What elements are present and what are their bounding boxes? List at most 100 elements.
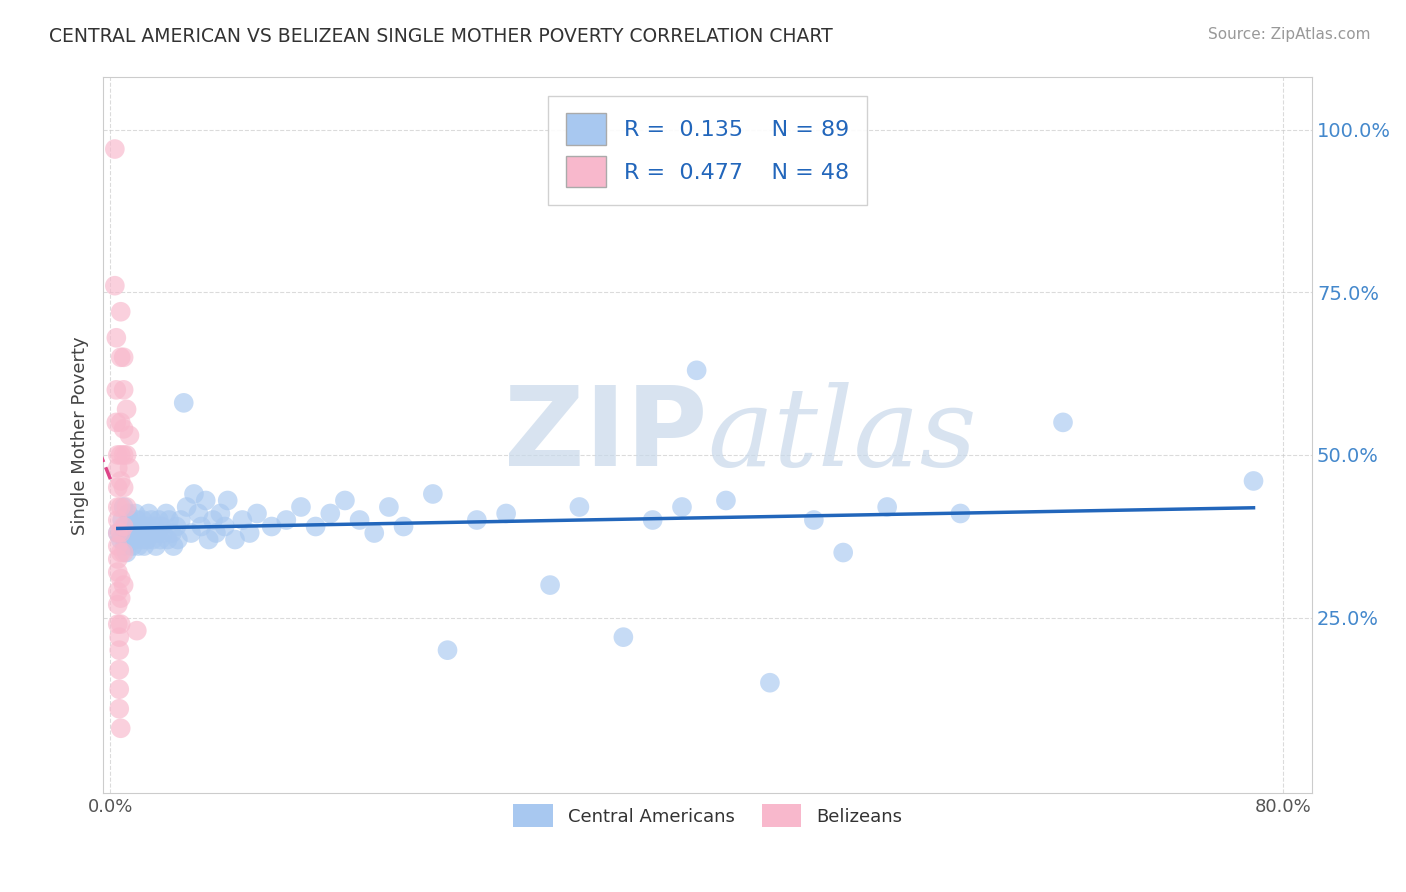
Point <box>110 448 132 462</box>
Point <box>118 461 141 475</box>
Point <box>118 513 141 527</box>
Point <box>112 519 135 533</box>
Point <box>107 598 129 612</box>
Point <box>107 500 129 514</box>
Point <box>104 142 127 156</box>
Text: CENTRAL AMERICAN VS BELIZEAN SINGLE MOTHER POVERTY CORRELATION CHART: CENTRAL AMERICAN VS BELIZEAN SINGLE MOTH… <box>49 27 832 45</box>
Point <box>149 533 172 547</box>
Point <box>671 500 693 514</box>
Point <box>146 526 169 541</box>
Point <box>173 396 195 410</box>
Point <box>110 304 132 318</box>
Point <box>304 519 326 533</box>
Point <box>124 507 146 521</box>
Point <box>105 416 128 430</box>
Point <box>165 519 187 533</box>
Point <box>759 675 782 690</box>
Point <box>108 630 131 644</box>
Point <box>110 572 132 586</box>
Point <box>107 480 129 494</box>
Point <box>115 545 138 559</box>
Point <box>114 539 136 553</box>
Point <box>115 448 138 462</box>
Point <box>152 526 174 541</box>
Point <box>145 539 167 553</box>
Point <box>110 500 132 514</box>
Point <box>167 533 190 547</box>
Point <box>110 526 132 541</box>
Point <box>392 519 415 533</box>
Point <box>118 428 141 442</box>
Point <box>202 513 225 527</box>
Point <box>246 507 269 521</box>
Point <box>349 513 371 527</box>
Point <box>110 474 132 488</box>
Point <box>832 545 855 559</box>
Point <box>1052 416 1074 430</box>
Point <box>180 526 202 541</box>
Point <box>190 519 212 533</box>
Point <box>276 513 298 527</box>
Point <box>422 487 444 501</box>
Point <box>197 533 219 547</box>
Point <box>107 617 129 632</box>
Point <box>217 493 239 508</box>
Point <box>363 526 385 541</box>
Point <box>107 584 129 599</box>
Point <box>110 533 132 547</box>
Point <box>110 591 132 606</box>
Point <box>1243 474 1265 488</box>
Point <box>162 539 184 553</box>
Point <box>156 533 179 547</box>
Point <box>194 493 217 508</box>
Point <box>115 402 138 417</box>
Point <box>108 663 131 677</box>
Point <box>107 552 129 566</box>
Point <box>803 513 825 527</box>
Point <box>114 519 136 533</box>
Point <box>108 702 131 716</box>
Point <box>129 519 152 533</box>
Point <box>155 507 177 521</box>
Point <box>333 493 356 508</box>
Point <box>120 533 142 547</box>
Point <box>224 533 246 547</box>
Point <box>949 507 972 521</box>
Point <box>112 448 135 462</box>
Point <box>231 513 253 527</box>
Point <box>205 526 228 541</box>
Point <box>112 351 135 365</box>
Point <box>319 507 342 521</box>
Point <box>183 487 205 501</box>
Text: atlas: atlas <box>707 382 977 489</box>
Point <box>110 545 132 559</box>
Point <box>125 513 148 527</box>
Text: ZIP: ZIP <box>505 382 707 489</box>
Point <box>112 383 135 397</box>
Point <box>714 493 737 508</box>
Point <box>117 507 139 521</box>
Point <box>107 526 129 541</box>
Point <box>104 278 127 293</box>
Point <box>128 526 150 541</box>
Point <box>117 526 139 541</box>
Point <box>142 533 165 547</box>
Point <box>124 533 146 547</box>
Y-axis label: Single Mother Poverty: Single Mother Poverty <box>72 336 89 534</box>
Point <box>112 422 135 436</box>
Point <box>131 513 153 527</box>
Point <box>121 519 143 533</box>
Point <box>112 500 135 514</box>
Point <box>136 519 159 533</box>
Point <box>122 526 145 541</box>
Point <box>612 630 634 644</box>
Point <box>538 578 561 592</box>
Point <box>876 500 898 514</box>
Legend: Central Americans, Belizeans: Central Americans, Belizeans <box>506 797 910 834</box>
Point <box>110 416 132 430</box>
Point <box>107 513 129 527</box>
Point <box>135 526 157 541</box>
Point <box>465 513 488 527</box>
Point <box>160 526 183 541</box>
Point <box>170 513 193 527</box>
